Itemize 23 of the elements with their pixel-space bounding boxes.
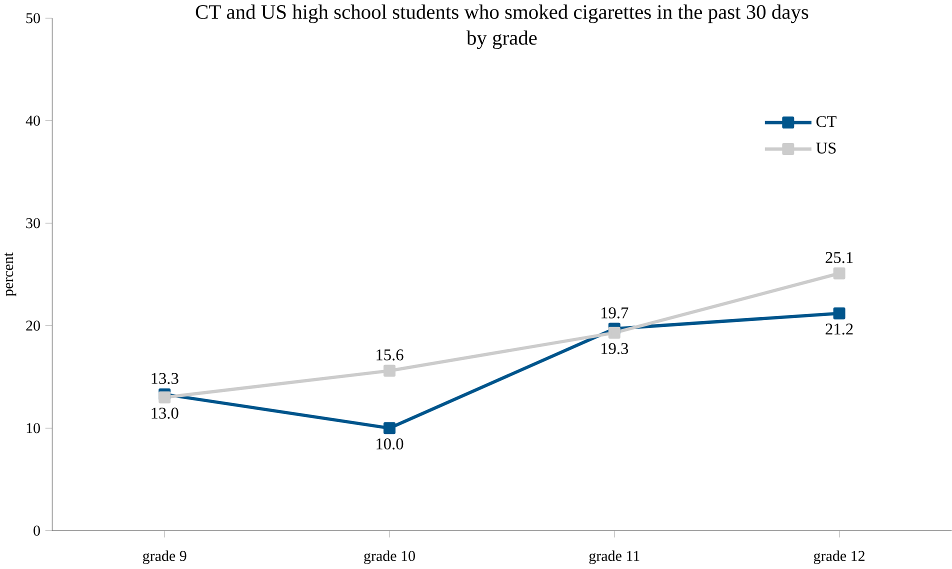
data-label: 13.0 — [152, 408, 178, 419]
x-tick-label: grade 11 — [589, 550, 640, 564]
legend-label: CT — [816, 116, 836, 128]
y-tick-label: 50 — [26, 13, 40, 24]
y-tick-label: 10 — [26, 423, 40, 434]
x-tick-label: grade 10 — [364, 550, 415, 564]
data-label: 25.1 — [826, 252, 853, 264]
legend-label: US — [816, 142, 836, 154]
text: by grade — [466, 30, 537, 50]
data-label: 13.3 — [152, 373, 178, 384]
y-tick-label: 20 — [26, 320, 40, 331]
y-tick-label: 40 — [26, 116, 40, 126]
data-label: 21.2 — [826, 324, 853, 335]
y-axis-title: percent — [4, 252, 16, 296]
x-tick-label: grade 9 — [142, 550, 186, 564]
data-label: 10.0 — [376, 438, 404, 450]
x-tick-label: grade 12 — [814, 550, 864, 564]
y-tick-label: 0 — [34, 526, 40, 536]
data-label: 19.3 — [602, 343, 628, 354]
chart-title: CT and US high school students who smoked cigarettes in the past 30 days — [196, 4, 808, 24]
data-label: 19.7 — [602, 308, 628, 319]
data-label: 15.6 — [376, 350, 404, 361]
y-tick-label: 30 — [26, 218, 40, 228]
